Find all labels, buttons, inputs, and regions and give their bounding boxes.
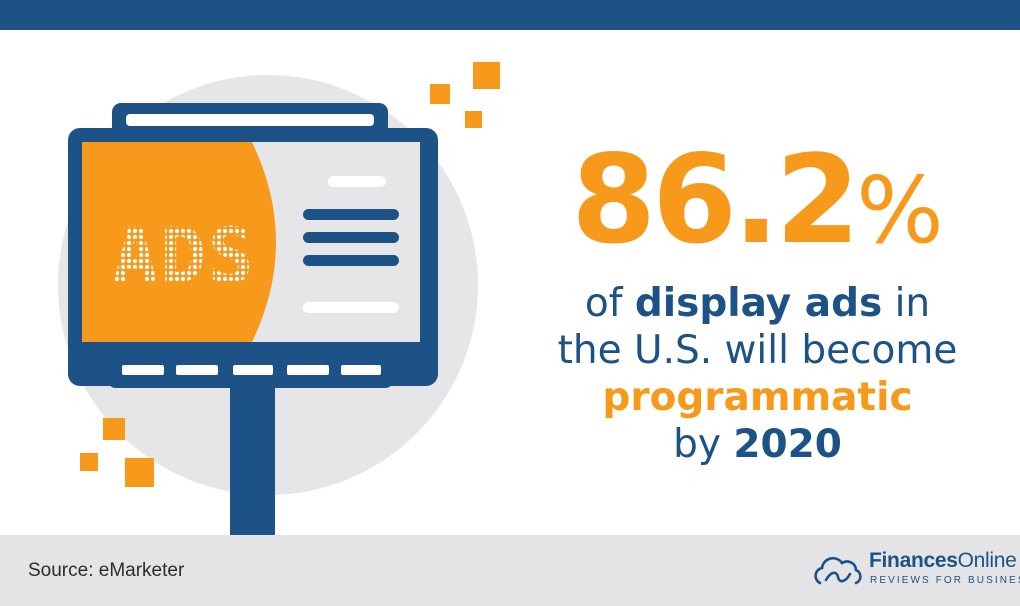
screen-line	[303, 302, 399, 313]
top-bar	[0, 0, 1020, 30]
screen-line	[303, 232, 399, 243]
deco-square	[430, 84, 450, 104]
caption-line-4: by 2020	[530, 421, 985, 468]
cloud-logo-icon	[814, 556, 862, 585]
deco-square	[80, 453, 98, 471]
financesonline-logo[interactable]: FinancesOnline REVIEWS FOR BUSINESS	[812, 549, 1020, 595]
logo-name-bold: Finances	[869, 549, 958, 572]
caption-line-2: the U.S. will become	[557, 328, 958, 373]
billboard-illustration: ADS	[58, 62, 500, 535]
screen-line	[303, 209, 399, 220]
source-text: Source: eMarketer	[28, 560, 185, 581]
billboard-orange-panel	[82, 142, 276, 342]
caption-text: by	[673, 422, 734, 467]
logo-name: FinancesOnline	[869, 549, 1017, 573]
screen-line	[303, 255, 399, 266]
headline-stat: 86.2%	[520, 125, 995, 286]
caption-text: in	[882, 281, 931, 326]
caption-line-1: of display ads in	[530, 280, 985, 327]
footer-bar	[0, 535, 1020, 606]
logo-name-regular: Online	[957, 549, 1017, 572]
caption-year: 2020	[733, 422, 842, 467]
deco-square	[473, 62, 500, 89]
logo-tagline: REVIEWS FOR BUSINESS	[870, 575, 1020, 586]
caption-text: of	[584, 281, 635, 326]
deco-square	[465, 111, 482, 128]
stat-caption: of display ads in the U.S. will become p…	[530, 280, 985, 468]
deco-square	[125, 458, 154, 487]
headline-unit: %	[856, 157, 944, 264]
deco-square	[103, 418, 125, 440]
billboard-pole	[230, 382, 275, 535]
caption-emphasis: display ads	[634, 281, 883, 326]
billboard-ads-text: ADS	[112, 211, 255, 300]
headline-value: 86.2	[571, 129, 860, 271]
screen-line	[328, 176, 386, 187]
caption-highlight: programmatic	[602, 375, 913, 420]
